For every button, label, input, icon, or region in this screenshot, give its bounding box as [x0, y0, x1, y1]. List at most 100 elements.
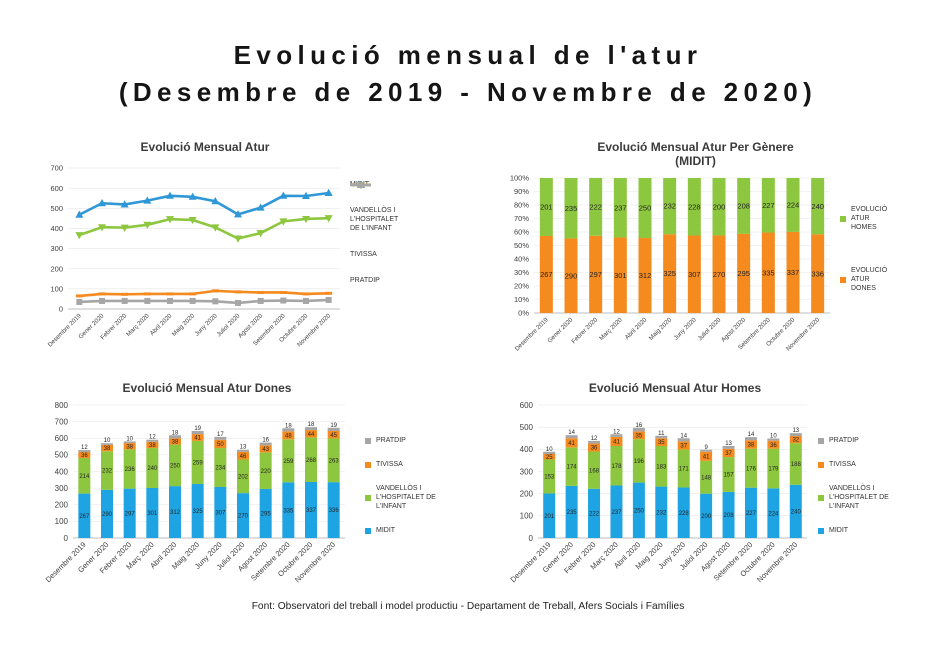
vandellos-bar-segment	[169, 444, 181, 487]
midit-bar-segment	[565, 485, 578, 538]
pratdip-value-label: 16	[262, 438, 269, 444]
pratdip-value-label: 12	[149, 435, 156, 441]
vandellos-value-label: 153	[544, 475, 555, 481]
midit-value-label: 297	[125, 511, 136, 517]
chart-title: Evolució Mensual Atur Homes	[588, 381, 762, 395]
pratdip-point	[121, 297, 128, 304]
vandellos-point	[211, 224, 220, 232]
pratdip-point	[280, 297, 287, 304]
y-tick-label: 200	[520, 489, 534, 498]
vandellos-point	[143, 221, 152, 230]
pratdip-bar-segment	[259, 442, 272, 446]
midit-bar-segment	[722, 491, 735, 538]
midit-line	[78, 191, 329, 216]
y-tick-label: 0	[529, 534, 534, 543]
y-tick-label: 100%	[510, 174, 530, 183]
pratdip-value-label: 14	[680, 433, 687, 439]
source-footnote: Font: Observatori del treball i model pr…	[251, 601, 685, 612]
legend-swatch	[840, 215, 846, 222]
vandellos-point	[256, 230, 265, 238]
tivissa-bar-segment	[632, 431, 645, 440]
pratdip-value-label: 13	[725, 441, 732, 447]
tivissa-value-label: 44	[308, 432, 315, 438]
midit-value-label: 250	[634, 508, 645, 514]
x-tick-label: Maig 2020	[648, 316, 674, 342]
pratdip-point	[212, 298, 219, 305]
vandellos-bar-segment	[101, 451, 113, 490]
midit-value-label: 307	[215, 511, 226, 517]
pratdip-bar-segment	[214, 436, 227, 440]
legend-label: EVOLUCIÓ ATUR HOMES	[851, 206, 888, 231]
x-tick-label: Febrer 2020	[570, 316, 599, 345]
pratdip-bar-segment	[700, 449, 713, 452]
vandellos-bar-segment	[722, 457, 735, 492]
midit-point	[256, 203, 265, 211]
vandellos-value-label: 220	[261, 469, 272, 475]
legend-swatch	[365, 461, 371, 468]
tivissa-bar-segment	[677, 441, 690, 450]
homes-value-label: 240	[811, 202, 824, 211]
legend-item: MIDIT	[365, 526, 444, 535]
legend-label: TIVISSA	[350, 251, 377, 258]
homes-bar-segment	[539, 178, 553, 236]
midit-bar-segment	[101, 489, 113, 538]
midit-bar-segment	[655, 486, 668, 538]
y-tick-label: 90%	[514, 187, 529, 196]
midit-point	[234, 210, 242, 218]
midit-value-label: 222	[589, 511, 600, 517]
y-tick-label: 400	[55, 467, 69, 476]
vandellos-value-label: 240	[147, 466, 158, 472]
dones-value-label: 270	[713, 270, 726, 279]
homes-bar-segment	[638, 178, 652, 239]
tivissa-bar-segment	[169, 438, 181, 445]
pratdip-point	[303, 297, 309, 304]
tivissa-value-label: 37	[725, 451, 732, 457]
legend-item: TIVISSA	[818, 460, 897, 469]
vandellos-bar-segment	[146, 448, 159, 488]
legend-label: VANDELLÒS I L'HOSPITALET DE L'INFANT	[829, 485, 889, 510]
pratdip-bar-segment	[588, 440, 601, 444]
midit-point	[143, 196, 152, 204]
homes-bar-segment	[737, 178, 751, 234]
y-tick-label: 600	[55, 434, 69, 443]
midit-bar-segment	[700, 493, 713, 538]
legend-label: TIVISSA	[376, 461, 403, 468]
legend-label: VANDELLÒS I L'HOSPITALET DE L'INFANT	[350, 207, 399, 232]
vandellos-value-label: 268	[306, 458, 317, 464]
pratdip-value-label: 18	[308, 422, 315, 428]
chart-legend: PRATDIP TIVISSA VANDELLÒS I L'HOSPITALET D…	[365, 436, 444, 535]
tivissa-value-label: 32	[792, 438, 799, 444]
vandellos-bar-segment	[588, 451, 601, 489]
vandellos-bar-segment	[700, 460, 713, 494]
homes-value-label: 237	[614, 203, 627, 212]
pratdip-bar-segment	[632, 427, 645, 432]
midit-value-label: 200	[701, 514, 712, 520]
y-tick-label: 0	[64, 534, 69, 543]
tivissa-point	[189, 292, 197, 296]
midit-point	[75, 210, 84, 218]
legend-item: VANDELLÒS I L'HOSPITALET DE L'INFANT	[350, 182, 405, 233]
vandellos-bar-segment	[565, 447, 578, 486]
x-tick-label: Desembre 2019	[47, 312, 83, 348]
midit-bar-segment	[146, 487, 159, 538]
midit-bar-segment	[677, 487, 690, 538]
vandellos-point	[279, 218, 288, 226]
pratdip-point	[189, 297, 196, 304]
legend-label: PRATDIP	[376, 437, 406, 444]
y-tick-label: 300	[55, 484, 69, 493]
pratdip-point	[144, 297, 151, 304]
chart-legend: MIDITVANDELLÒS I L'HOSPITALET DE L'INFAN…	[350, 180, 405, 285]
dones-value-label: 297	[589, 270, 602, 279]
tivissa-point	[211, 289, 219, 293]
x-tick-label: Abril 2020	[624, 316, 649, 341]
homes-bar-segment	[564, 178, 578, 239]
pratdip-bar-segment	[722, 446, 735, 449]
y-tick-label: 70%	[514, 214, 529, 223]
y-tick-label: 80%	[514, 201, 529, 210]
tivissa-value-label: 43	[262, 447, 269, 453]
legend-swatch	[818, 494, 824, 501]
y-tick-label: 40%	[514, 255, 529, 264]
dones-bar-segment	[539, 235, 553, 313]
vandellos-bar-segment	[789, 443, 802, 485]
midit-bar-segment	[632, 482, 645, 538]
